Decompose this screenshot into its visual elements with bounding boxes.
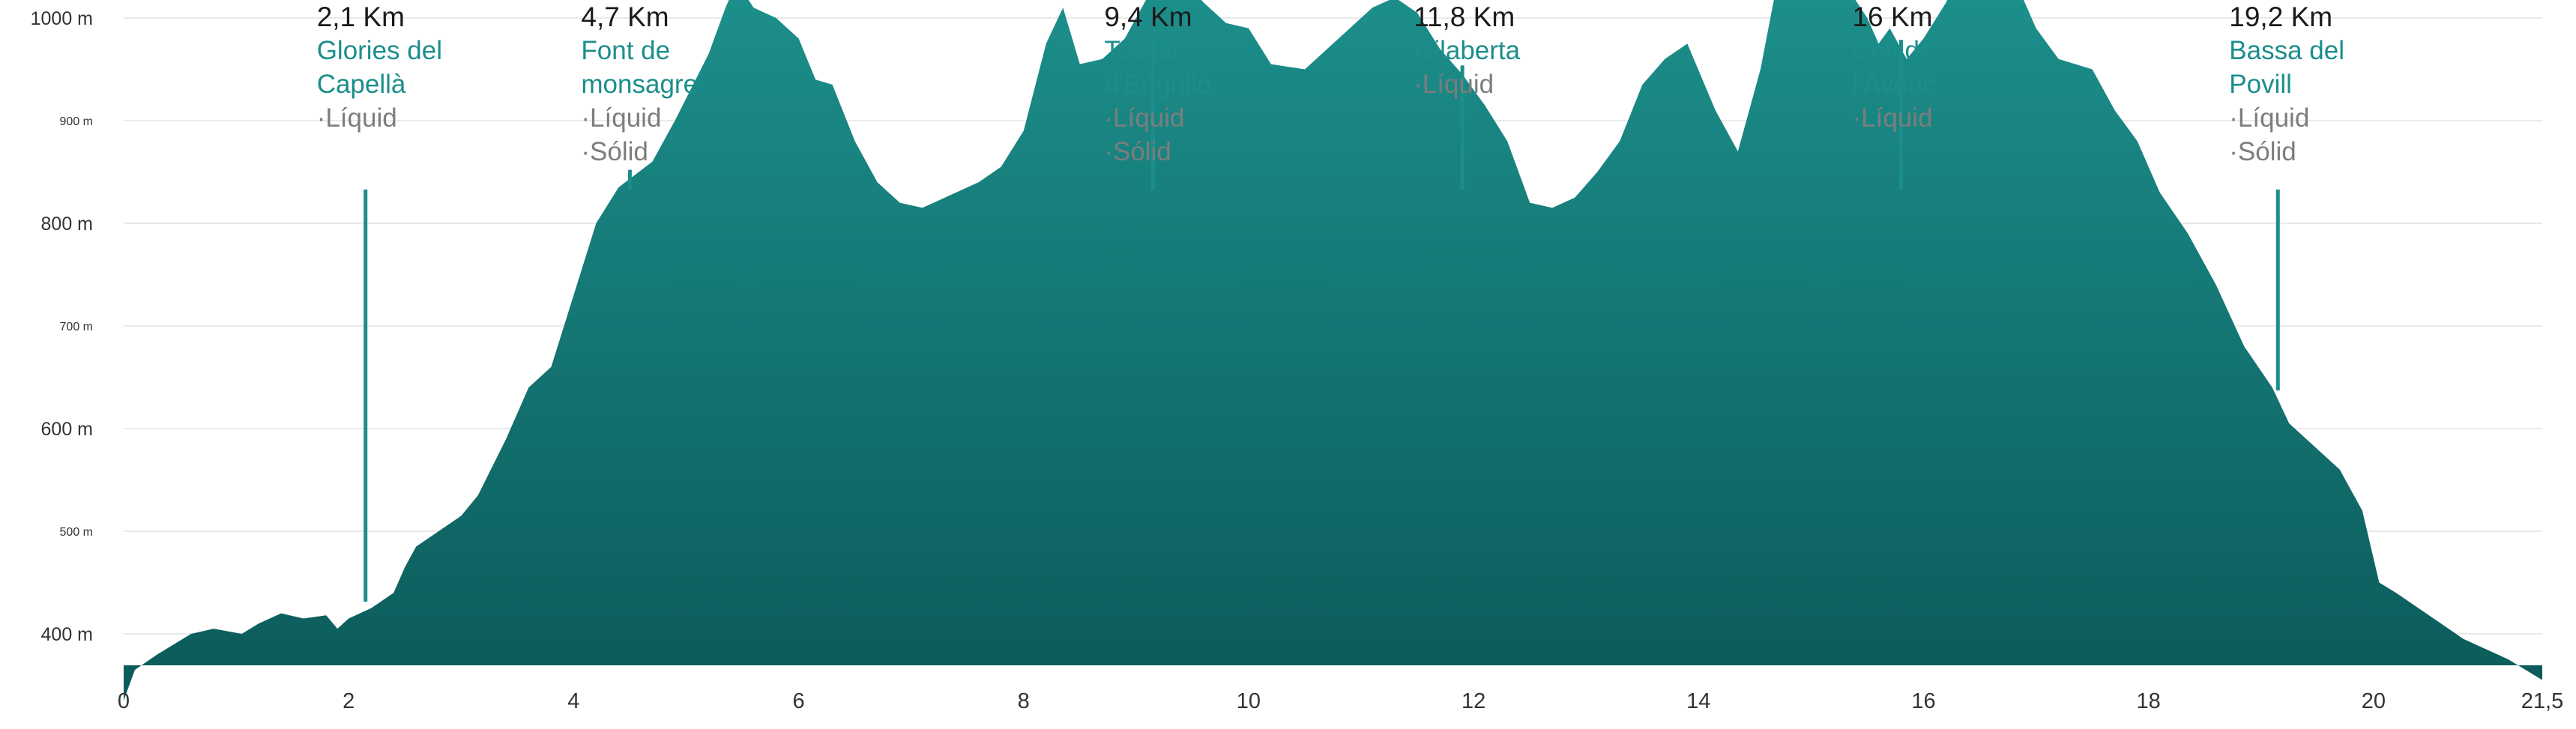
x-axis: 0 2 4 6 8 10 12 14 16 18 20 21,5 <box>118 689 2563 713</box>
x-tick-label: 0 <box>118 689 130 713</box>
waypoint-name: d'Engrilló <box>1104 70 1211 99</box>
x-tick-label: 6 <box>792 689 804 713</box>
elevation-area-path <box>124 0 2542 701</box>
x-tick-label: 12 <box>1462 689 1485 713</box>
waypoint-supply: ·Líquid <box>1414 70 1494 99</box>
y-tick-label: 800 m <box>41 214 93 235</box>
waypoint-supply: ·Líquid <box>1104 103 1184 133</box>
waypoint-km: 4,7 Km <box>581 1 669 32</box>
waypoint-km: 2,1 Km <box>317 1 405 32</box>
waypoint-supply: ·Líquid <box>2229 103 2309 133</box>
waypoint-label: 19,2 Km Bassa del Povill ·Líquid ·Sólid <box>2229 1 2344 166</box>
waypoint-labels: 2,1 Km Glories del Capellà ·Líquid 4,7 Km Fon… <box>317 1 2344 166</box>
y-tick-label: 900 m <box>60 115 93 128</box>
waypoint-name: Glories del <box>317 36 442 65</box>
waypoint-name: Coll de <box>1852 36 1934 65</box>
x-tick-label: 20 <box>2362 689 2386 713</box>
waypoint-km: 11,8 Km <box>1414 1 1515 32</box>
waypoint-label: 9,4 Km Tossal d'Engrilló ·Líquid ·Sólid <box>1104 1 1211 166</box>
waypoint-supply: ·Sólid <box>2229 137 2296 166</box>
waypoint-name: Capellà <box>317 70 406 99</box>
y-tick-label: 500 m <box>60 526 93 539</box>
waypoint-name: Bassa del <box>2229 36 2344 65</box>
waypoint-km: 9,4 Km <box>1104 1 1192 32</box>
waypoint-label: 2,1 Km Glories del Capellà ·Líquid <box>317 1 442 133</box>
y-tick-label: 1000 m <box>31 8 93 29</box>
elevation-area <box>124 0 2542 701</box>
x-tick-label: 4 <box>567 689 579 713</box>
waypoint-markers <box>364 0 2280 602</box>
x-tick-label: 21,5 <box>2521 689 2563 713</box>
waypoint-name: Font de <box>581 36 670 65</box>
y-tick-label: 400 m <box>41 624 93 645</box>
y-tick-label: 700 m <box>60 321 93 333</box>
waypoint-supply: ·Sólid <box>1104 137 1171 166</box>
waypoint-supply: ·Líquid <box>1852 103 1932 133</box>
waypoint-name: l'Avenc <box>1852 70 1935 99</box>
waypoint-supply: ·Sólid <box>581 137 648 166</box>
x-tick-label: 8 <box>1018 689 1030 713</box>
x-tick-label: 18 <box>2137 689 2161 713</box>
waypoint-km: 19,2 Km <box>2229 1 2332 32</box>
y-tick-label: 600 m <box>41 419 93 440</box>
x-tick-label: 10 <box>1237 689 1261 713</box>
waypoint-name: Povill <box>2229 70 2292 99</box>
waypoint-name: Tossal <box>1104 36 1178 65</box>
waypoint-name: monsagre <box>581 70 698 99</box>
waypoint-supply: ·Líquid <box>317 103 397 133</box>
x-tick-label: 2 <box>343 689 355 713</box>
x-tick-label: 16 <box>1911 689 1935 713</box>
waypoint-label: 11,8 Km Gilaberta ·Líquid <box>1414 1 1521 99</box>
waypoint-name: Gilaberta <box>1414 36 1521 65</box>
x-tick-label: 14 <box>1686 689 1710 713</box>
waypoint-label: 4,7 Km Font de monsagre ·Líquid ·Sólid <box>581 1 698 166</box>
waypoint-supply: ·Líquid <box>581 103 661 133</box>
waypoint-label: 16 Km Coll de l'Avenc ·Líquid <box>1852 1 1935 133</box>
waypoint-km: 16 Km <box>1852 1 1932 32</box>
